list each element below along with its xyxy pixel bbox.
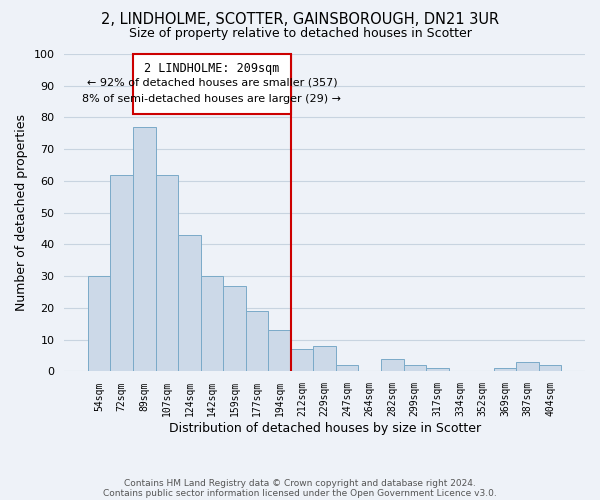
Text: Contains HM Land Registry data © Crown copyright and database right 2024.: Contains HM Land Registry data © Crown c… — [124, 478, 476, 488]
Bar — [291, 349, 313, 372]
Bar — [404, 365, 426, 372]
Bar — [539, 365, 562, 372]
Bar — [268, 330, 291, 372]
Y-axis label: Number of detached properties: Number of detached properties — [15, 114, 28, 311]
Bar — [178, 235, 200, 372]
Bar — [200, 276, 223, 372]
Bar — [88, 276, 110, 372]
Bar — [336, 365, 358, 372]
FancyBboxPatch shape — [133, 54, 291, 114]
Bar — [494, 368, 516, 372]
Bar — [223, 286, 246, 372]
Text: 8% of semi-detached houses are larger (29) →: 8% of semi-detached houses are larger (2… — [82, 94, 341, 104]
Text: Size of property relative to detached houses in Scotter: Size of property relative to detached ho… — [128, 28, 472, 40]
Text: 2, LINDHOLME, SCOTTER, GAINSBOROUGH, DN21 3UR: 2, LINDHOLME, SCOTTER, GAINSBOROUGH, DN2… — [101, 12, 499, 28]
Text: ← 92% of detached houses are smaller (357): ← 92% of detached houses are smaller (35… — [86, 78, 337, 88]
Bar — [155, 174, 178, 372]
Text: Contains public sector information licensed under the Open Government Licence v3: Contains public sector information licen… — [103, 488, 497, 498]
Bar — [110, 174, 133, 372]
Bar — [381, 359, 404, 372]
Bar — [313, 346, 336, 372]
X-axis label: Distribution of detached houses by size in Scotter: Distribution of detached houses by size … — [169, 422, 481, 435]
Text: 2 LINDHOLME: 209sqm: 2 LINDHOLME: 209sqm — [144, 62, 280, 75]
Bar — [246, 311, 268, 372]
Bar — [133, 127, 155, 372]
Bar — [516, 362, 539, 372]
Bar — [426, 368, 449, 372]
